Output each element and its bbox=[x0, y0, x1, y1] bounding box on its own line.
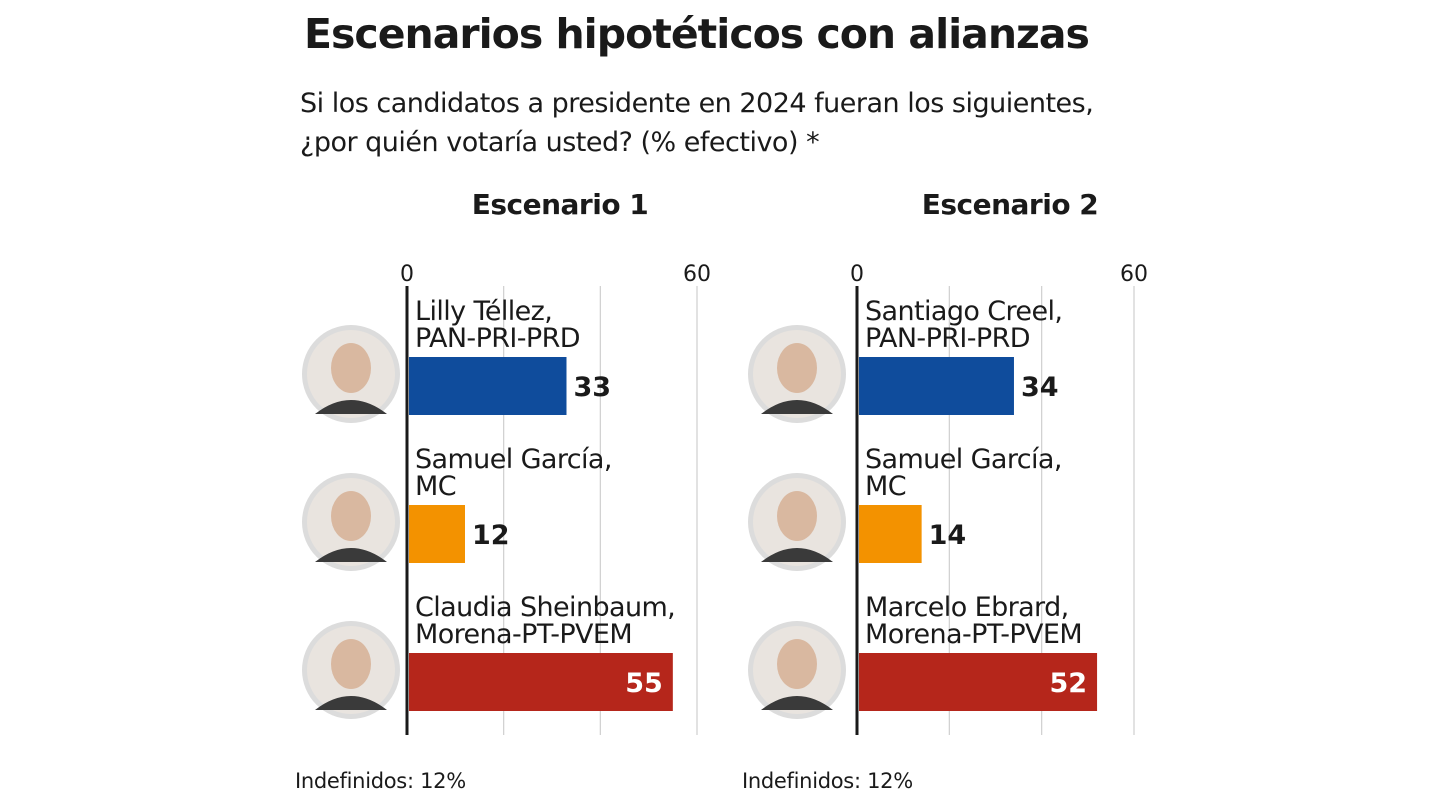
panel-1-tick-label-60: 60 bbox=[683, 262, 711, 287]
footnote-escenario-2: Indefinidos: 12% bbox=[742, 769, 913, 793]
panel-2-category-label-1: Santiago Creel, PAN-PRI-PRD bbox=[865, 296, 1062, 354]
panel-1-category-label-1: Lilly Téllez, PAN-PRI-PRD bbox=[415, 296, 580, 354]
panel-2-candidate-shoulders-3 bbox=[761, 696, 833, 710]
panel-1-candidate-face-1 bbox=[331, 343, 371, 393]
panel-1-tick-label-0: 0 bbox=[400, 262, 414, 287]
panel-1-data-label-3: 55 bbox=[625, 668, 663, 699]
panel-2-data-label-1: 34 bbox=[1021, 372, 1059, 403]
panel-2-candidate-shoulders-2 bbox=[761, 548, 833, 562]
panel-2-bar-3 bbox=[859, 653, 1098, 711]
panel-1-candidate-face-3 bbox=[331, 639, 371, 689]
panel-2-category-label-3: Marcelo Ebrard, Morena-PT-PVEM bbox=[865, 592, 1082, 650]
panel-2-category-label-2: Samuel García, MC bbox=[865, 444, 1062, 502]
panel-1-category-label-2: Samuel García, MC bbox=[415, 444, 612, 502]
panel-title-escenario-1: Escenario 1 bbox=[471, 188, 649, 221]
panel-2-candidate-face-1 bbox=[777, 343, 817, 393]
panel-2-candidate-shoulders-1 bbox=[761, 400, 833, 414]
panel-1-data-label-1: 33 bbox=[574, 372, 612, 403]
panel-1-candidate-shoulders-3 bbox=[315, 696, 387, 710]
panel-2-data-label-2: 14 bbox=[929, 520, 967, 551]
panel-1-category-label-3: Claudia Sheinbaum, Morena-PT-PVEM bbox=[415, 592, 675, 650]
footnote-escenario-1: Indefinidos: 12% bbox=[295, 769, 466, 793]
chart-title: Escenarios hipotéticos con alianzas bbox=[304, 10, 1090, 58]
panel-2-candidate-face-3 bbox=[777, 639, 817, 689]
panel-1-bar-1 bbox=[409, 357, 567, 415]
panel-1-candidate-shoulders-2 bbox=[315, 548, 387, 562]
panel-1-candidate-shoulders-1 bbox=[315, 400, 387, 414]
panel-2-bar-1 bbox=[859, 357, 1014, 415]
panel-1-bar-3 bbox=[409, 653, 673, 711]
panel-2-data-label-3: 52 bbox=[1049, 668, 1087, 699]
panel-2-tick-label-60: 60 bbox=[1120, 262, 1148, 287]
panel-1-data-label-2: 12 bbox=[472, 520, 510, 551]
chart-subtitle: Si los candidatos a presidente en 2024 f… bbox=[300, 88, 1094, 158]
panel-2-bar-2 bbox=[859, 505, 922, 563]
panel-title-escenario-2: Escenario 2 bbox=[921, 188, 1099, 221]
panel-1-bar-2 bbox=[409, 505, 465, 563]
panel-2-candidate-face-2 bbox=[777, 491, 817, 541]
panel-1-candidate-face-2 bbox=[331, 491, 371, 541]
panel-2-tick-label-0: 0 bbox=[850, 262, 864, 287]
